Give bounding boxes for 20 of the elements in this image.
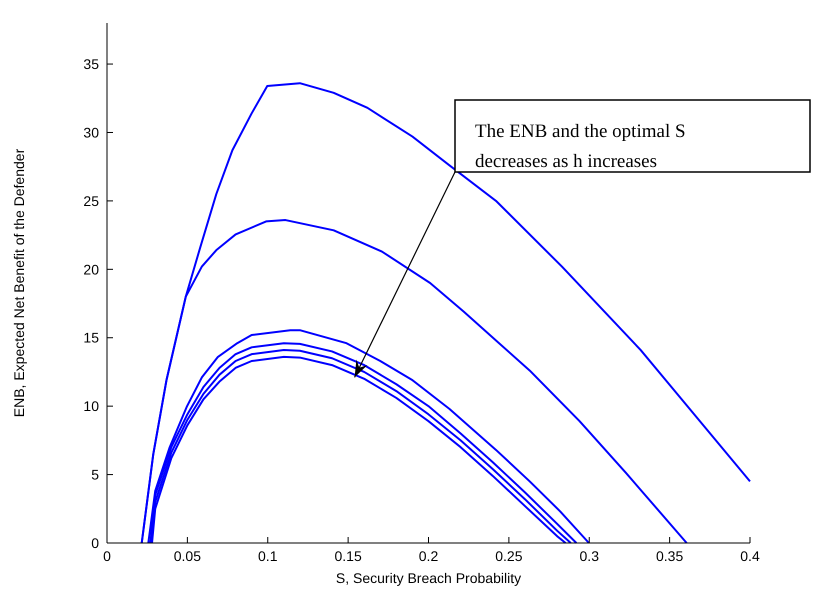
x-tick-label: 0.4 bbox=[740, 548, 760, 564]
x-tick-label: 0.25 bbox=[495, 548, 523, 564]
y-tick-label: 20 bbox=[83, 261, 100, 278]
x-tick-label: 0.35 bbox=[656, 548, 684, 564]
x-axis-title: S, Security Breach Probability bbox=[336, 570, 522, 586]
y-tick-label: 35 bbox=[83, 56, 100, 72]
x-tick-label: 0.3 bbox=[580, 548, 600, 564]
y-tick-label: 15 bbox=[83, 330, 100, 346]
y-tick-label: 25 bbox=[83, 192, 100, 209]
x-tick-label: 0.15 bbox=[334, 548, 362, 564]
y-axis-title: ENB, Expected Net Benefit of the Defender bbox=[11, 148, 27, 418]
x-tick-label: 0.1 bbox=[258, 548, 278, 564]
x-tick-label: 0.05 bbox=[174, 548, 202, 564]
y-tick-label: 30 bbox=[83, 124, 100, 140]
y-tick-label: 0 bbox=[91, 535, 100, 551]
y-tick-label: 10 bbox=[83, 398, 100, 414]
y-tick-label: 5 bbox=[91, 466, 100, 483]
x-tick-label: 0 bbox=[103, 548, 112, 564]
x-tick-label: 0.2 bbox=[418, 548, 438, 564]
annotation: The ENB and the optimal S decreases as h increases bbox=[475, 121, 686, 172]
